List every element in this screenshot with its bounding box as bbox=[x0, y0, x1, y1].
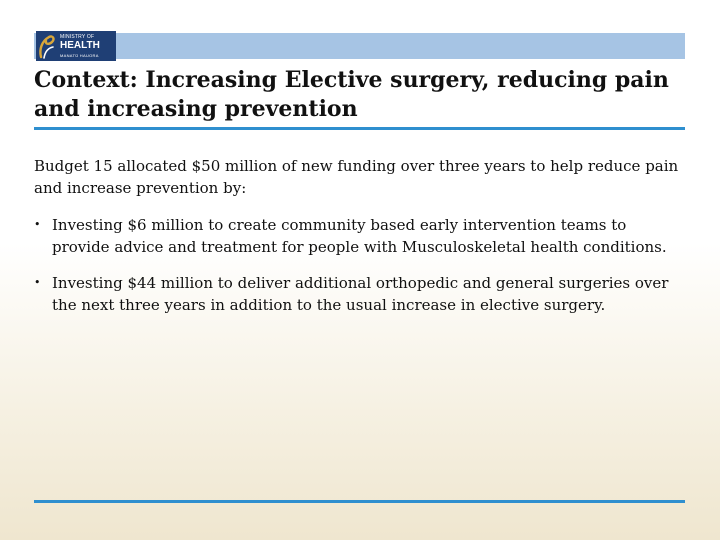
title-divider bbox=[34, 127, 685, 130]
header-bar bbox=[34, 33, 685, 59]
footer-divider bbox=[34, 500, 685, 503]
bullet-text: Investing $44 million to deliver additio… bbox=[52, 274, 669, 314]
logo-line-2: HEALTH bbox=[60, 39, 100, 51]
bullet-marker: • bbox=[34, 218, 41, 231]
slide-title: Context: Increasing Elective surgery, re… bbox=[34, 67, 669, 122]
bullet-list: • Investing $6 million to create communi… bbox=[34, 214, 684, 330]
koru-icon bbox=[36, 31, 58, 61]
ministry-of-health-logo: MINISTRY OF HEALTH MANATŪ HAUORA bbox=[36, 31, 116, 61]
bullet-text: Investing $6 million to create community… bbox=[52, 216, 667, 256]
bullet-item: • Investing $44 million to deliver addit… bbox=[34, 272, 684, 316]
bullet-marker: • bbox=[34, 276, 41, 289]
logo-line-1: MINISTRY OF bbox=[60, 33, 95, 40]
bullet-item: • Investing $6 million to create communi… bbox=[34, 214, 684, 258]
intro-paragraph: Budget 15 allocated $50 million of new f… bbox=[34, 157, 679, 197]
logo-line-3: MANATŪ HAUORA bbox=[60, 52, 99, 58]
